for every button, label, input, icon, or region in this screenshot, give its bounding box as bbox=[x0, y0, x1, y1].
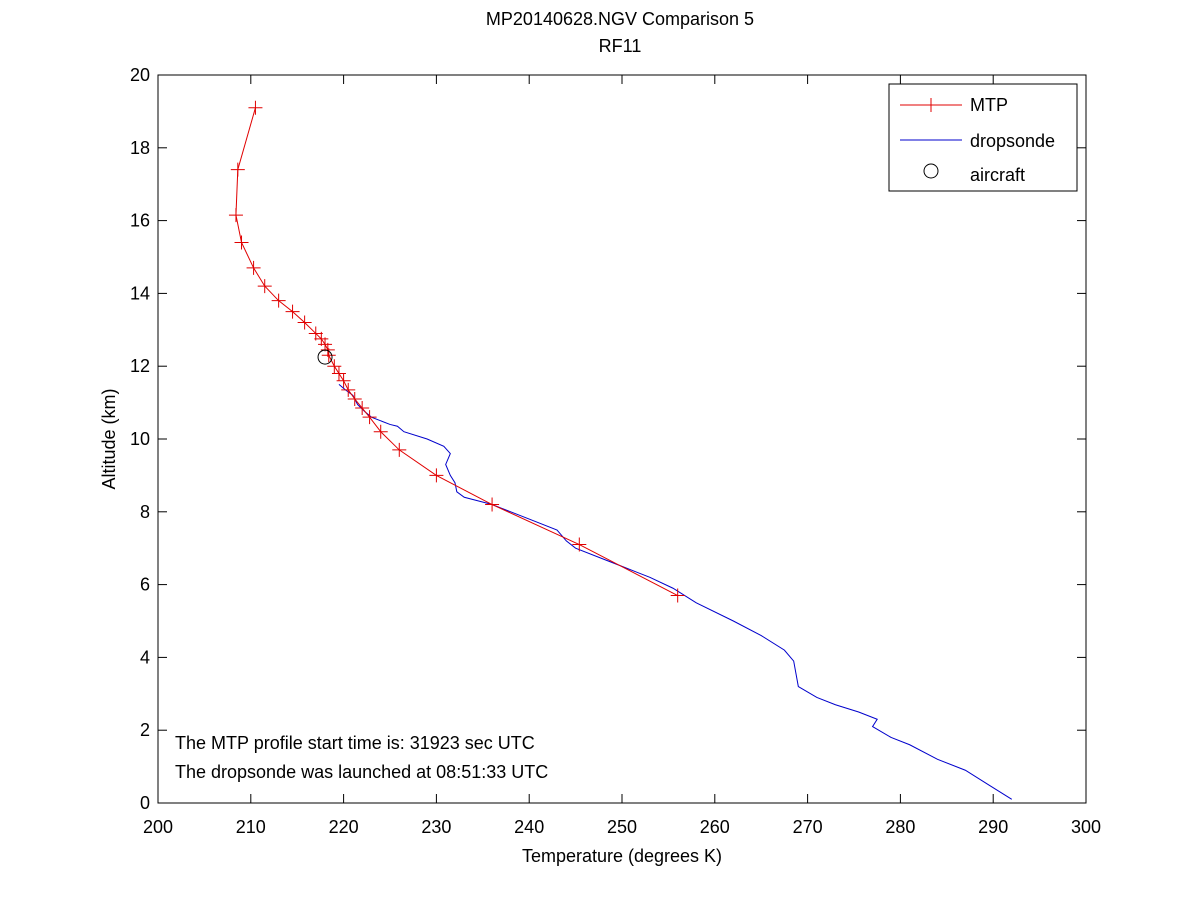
legend-label-dropsonde: dropsonde bbox=[970, 131, 1055, 151]
x-tick-label: 250 bbox=[607, 817, 637, 837]
data-point-mtp bbox=[314, 331, 329, 346]
plot-frame bbox=[157, 74, 1087, 804]
data-point-mtp bbox=[355, 401, 370, 416]
y-tick-label: 20 bbox=[130, 65, 150, 85]
data-point-mtp bbox=[362, 410, 377, 425]
x-tick-label: 300 bbox=[1071, 817, 1101, 837]
annotation-mtp-start-time: The MTP profile start time is: 31923 sec… bbox=[175, 733, 535, 753]
y-tick-label: 2 bbox=[140, 720, 150, 740]
x-axis-ticks: 200 210 220 230 240 250 260 270 280 290 300 bbox=[143, 75, 1101, 837]
chart-subtitle: RF11 bbox=[599, 36, 642, 56]
legend: MTP dropsonde aircraft bbox=[888, 83, 1078, 192]
series-line-dropsonde bbox=[338, 384, 1013, 800]
x-tick-label: 210 bbox=[236, 817, 266, 837]
data-point-mtp bbox=[341, 382, 356, 397]
data-point-mtp bbox=[331, 366, 346, 381]
annotation-dropsonde-launch: The dropsonde was launched at 08:51:33 U… bbox=[175, 762, 548, 782]
data-point-mtp bbox=[327, 359, 342, 374]
data-point-mtp bbox=[228, 208, 243, 223]
x-tick-label: 240 bbox=[514, 817, 544, 837]
y-tick-label: 16 bbox=[130, 211, 150, 231]
x-tick-label: 200 bbox=[143, 817, 173, 837]
x-tick-label: 270 bbox=[793, 817, 823, 837]
legend-marker-aircraft bbox=[923, 163, 939, 179]
data-point-mtp bbox=[670, 588, 685, 603]
data-point-mtp bbox=[429, 468, 444, 483]
y-axis-label: Altitude (km) bbox=[99, 388, 119, 489]
plot-area bbox=[158, 75, 1086, 803]
data-point-mtp bbox=[246, 260, 261, 275]
x-tick-label: 230 bbox=[421, 817, 451, 837]
data-point-mtp bbox=[320, 342, 335, 357]
series-layer bbox=[228, 100, 1013, 800]
data-point-mtp bbox=[234, 235, 249, 250]
data-point-mtp bbox=[347, 391, 362, 406]
data-point-mtp bbox=[485, 497, 500, 512]
chart-title: MP20140628.NGV Comparison 5 bbox=[486, 9, 754, 29]
legend-label-mtp: MTP bbox=[970, 95, 1008, 115]
y-tick-label: 4 bbox=[140, 647, 150, 667]
y-tick-label: 18 bbox=[130, 138, 150, 158]
y-tick-label: 8 bbox=[140, 502, 150, 522]
x-tick-label: 280 bbox=[885, 817, 915, 837]
data-point-mtp bbox=[271, 293, 286, 308]
y-tick-label: 12 bbox=[130, 356, 150, 376]
y-tick-label: 14 bbox=[130, 283, 150, 303]
data-point-mtp bbox=[248, 100, 263, 115]
data-point-mtp bbox=[572, 537, 587, 552]
data-point-mtp bbox=[373, 424, 388, 439]
data-point-mtp bbox=[297, 315, 312, 330]
data-point-mtp bbox=[318, 337, 333, 352]
data-point-mtp bbox=[230, 162, 245, 177]
y-tick-label: 6 bbox=[140, 575, 150, 595]
legend-label-aircraft: aircraft bbox=[970, 165, 1025, 185]
x-tick-label: 290 bbox=[978, 817, 1008, 837]
y-tick-label: 0 bbox=[140, 793, 150, 813]
data-point-aircraft bbox=[317, 349, 333, 365]
data-point-mtp bbox=[336, 373, 351, 388]
x-axis-label: Temperature (degrees K) bbox=[522, 846, 722, 866]
x-tick-label: 260 bbox=[700, 817, 730, 837]
legend-box bbox=[888, 83, 1078, 192]
data-point-mtp bbox=[257, 279, 272, 294]
data-point-mtp bbox=[392, 442, 407, 457]
data-point-mtp bbox=[308, 326, 323, 341]
y-tick-label: 10 bbox=[130, 429, 150, 449]
x-tick-label: 220 bbox=[329, 817, 359, 837]
data-point-mtp bbox=[285, 304, 300, 319]
legend-marker-mtp bbox=[924, 98, 938, 112]
